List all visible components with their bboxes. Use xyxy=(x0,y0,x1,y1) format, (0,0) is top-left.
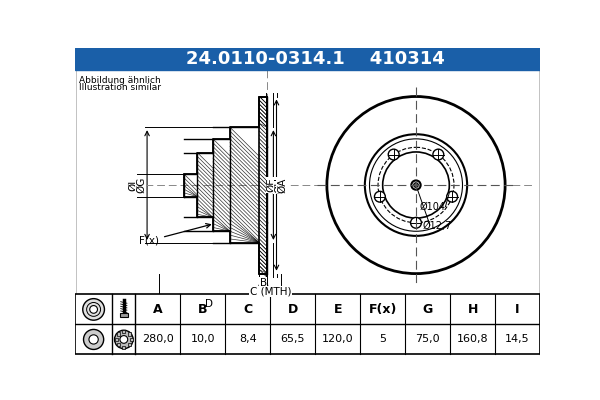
Circle shape xyxy=(433,149,444,160)
Text: 10,0: 10,0 xyxy=(191,334,215,344)
Circle shape xyxy=(327,96,505,274)
Text: 280,0: 280,0 xyxy=(142,334,174,344)
Bar xyxy=(128,332,131,336)
Bar xyxy=(130,338,133,341)
Text: ®: ® xyxy=(439,214,453,228)
Circle shape xyxy=(374,191,385,202)
Circle shape xyxy=(83,299,104,320)
Text: 8,4: 8,4 xyxy=(239,334,257,344)
Text: A: A xyxy=(153,303,163,316)
Bar xyxy=(115,338,118,341)
Text: ØG: ØG xyxy=(136,177,146,193)
Text: D: D xyxy=(205,299,213,309)
Circle shape xyxy=(370,139,463,231)
Text: C: C xyxy=(243,303,253,316)
Circle shape xyxy=(89,335,98,344)
Text: ØH: ØH xyxy=(274,177,284,193)
Circle shape xyxy=(120,336,128,343)
Bar xyxy=(76,70,539,294)
Text: Ø104: Ø104 xyxy=(420,202,446,212)
Bar xyxy=(75,48,540,70)
Text: 75,0: 75,0 xyxy=(415,334,440,344)
Text: 160,8: 160,8 xyxy=(457,334,488,344)
Bar xyxy=(128,343,131,346)
Text: F(x): F(x) xyxy=(139,236,158,246)
Text: B: B xyxy=(198,303,208,316)
Text: ØE: ØE xyxy=(266,178,276,192)
Bar xyxy=(259,96,267,274)
Circle shape xyxy=(388,149,399,160)
Text: B: B xyxy=(260,278,267,288)
Text: 120,0: 120,0 xyxy=(322,334,353,344)
Text: I: I xyxy=(515,303,520,316)
Text: 24.0110-0314.1    410314: 24.0110-0314.1 410314 xyxy=(186,50,445,68)
Text: F(x): F(x) xyxy=(368,303,397,316)
Bar xyxy=(117,332,120,336)
Text: G: G xyxy=(422,303,433,316)
Bar xyxy=(122,330,125,333)
Text: D: D xyxy=(287,303,298,316)
Text: 5: 5 xyxy=(379,334,386,344)
Circle shape xyxy=(412,180,421,190)
Text: 14,5: 14,5 xyxy=(505,334,530,344)
Bar xyxy=(117,343,120,346)
Text: Abbildung ähnlich: Abbildung ähnlich xyxy=(79,76,161,85)
Text: ATE: ATE xyxy=(368,201,448,239)
Text: Illustration similar: Illustration similar xyxy=(79,84,161,92)
Circle shape xyxy=(410,217,421,228)
Text: C (MTH): C (MTH) xyxy=(250,286,291,296)
Circle shape xyxy=(446,191,458,202)
Bar xyxy=(120,313,128,317)
Text: ØI: ØI xyxy=(128,180,138,191)
Circle shape xyxy=(365,134,467,236)
Circle shape xyxy=(383,152,449,218)
Circle shape xyxy=(115,330,133,349)
Text: H: H xyxy=(467,303,478,316)
Circle shape xyxy=(413,183,418,187)
Text: ØA: ØA xyxy=(277,177,287,193)
Circle shape xyxy=(90,306,97,313)
Text: Ø12,7: Ø12,7 xyxy=(422,221,452,231)
Circle shape xyxy=(83,330,104,350)
Bar xyxy=(122,346,125,349)
Text: E: E xyxy=(334,303,342,316)
Text: 65,5: 65,5 xyxy=(281,334,305,344)
Bar xyxy=(75,294,540,354)
